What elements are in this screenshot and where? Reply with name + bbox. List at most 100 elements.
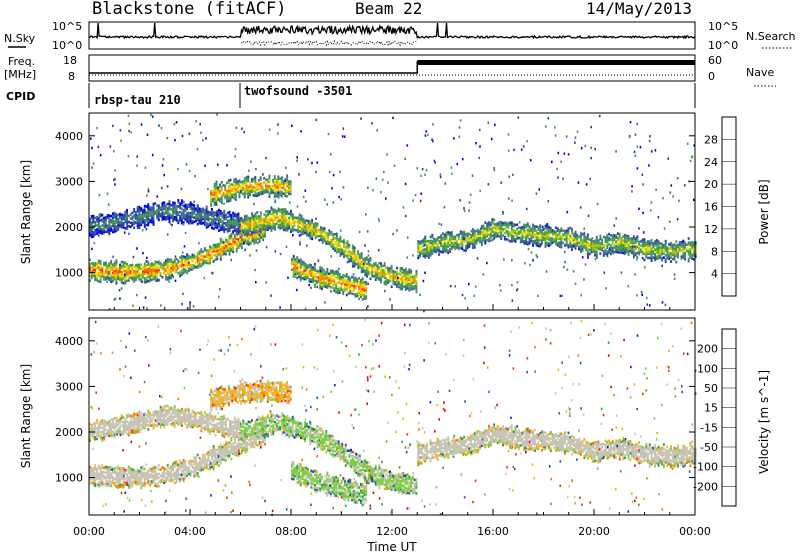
power-cell — [290, 224, 292, 227]
power-cell — [424, 241, 427, 245]
power-cell — [618, 232, 621, 236]
power-cell — [427, 250, 430, 253]
power-cell — [205, 213, 208, 217]
power-cell — [664, 258, 667, 261]
power-cell — [258, 227, 261, 230]
power-cell — [529, 263, 531, 267]
power-cell — [214, 213, 217, 217]
power-cell — [115, 261, 118, 264]
power-cell — [364, 265, 367, 268]
power-cell — [281, 212, 284, 215]
power-cell — [207, 210, 210, 214]
power-cell — [211, 224, 213, 228]
power-cell — [245, 231, 248, 234]
velocity-cell — [172, 479, 174, 482]
power-cell — [507, 133, 510, 136]
power-cell — [611, 238, 614, 241]
power-cell — [380, 274, 382, 278]
power-cell — [632, 249, 635, 253]
power-cell — [163, 203, 166, 206]
power-cell — [419, 199, 422, 203]
power-cell — [574, 141, 576, 144]
velocity-cell — [122, 483, 125, 487]
power-cell — [641, 240, 644, 244]
power-cell — [321, 275, 323, 278]
power-cell — [512, 235, 515, 238]
power-cell — [307, 230, 310, 233]
power-cell — [694, 243, 697, 246]
power-cell — [337, 248, 340, 251]
power-cell — [322, 281, 325, 284]
power-cell — [571, 236, 573, 239]
power-cell — [671, 249, 674, 253]
power-cell — [268, 224, 271, 228]
velocity-cell — [175, 468, 178, 472]
velocity-cell — [108, 469, 111, 473]
power-cell — [479, 230, 481, 233]
power-cell — [450, 231, 453, 234]
power-cell — [321, 281, 323, 284]
power-cell — [233, 184, 236, 188]
power-cell — [209, 213, 212, 216]
power-cell — [143, 262, 146, 266]
power-cell — [576, 243, 579, 247]
power-cell — [523, 231, 526, 235]
power-cell — [358, 285, 361, 288]
power-cell — [560, 229, 563, 233]
power-cell — [642, 211, 644, 214]
power-cell — [243, 191, 246, 195]
power-cell — [196, 264, 199, 267]
velocity-cell — [136, 473, 139, 476]
power-cell — [229, 182, 232, 186]
power-cell — [463, 230, 466, 234]
velocity-cell — [166, 463, 169, 467]
power-cell — [263, 227, 266, 231]
power-cell — [434, 250, 437, 254]
power-cell — [218, 248, 220, 252]
power-cell — [590, 238, 593, 241]
velocity-cell — [99, 476, 102, 479]
power-cell — [519, 226, 522, 230]
power-cell — [533, 239, 536, 243]
power-cell — [138, 267, 141, 271]
power-cell — [265, 218, 268, 221]
velocity-cell — [179, 480, 181, 483]
power-cell — [410, 287, 413, 291]
velocity-cell — [89, 472, 91, 475]
velocity-cell — [129, 481, 132, 485]
power-cell — [291, 268, 293, 272]
power-cell — [687, 237, 690, 240]
power-cell — [251, 212, 253, 215]
power-cell — [342, 288, 345, 292]
power-cell — [328, 278, 330, 282]
power-cell — [340, 288, 343, 291]
power-cell — [502, 223, 504, 227]
power-cell — [449, 235, 451, 239]
power-cell — [98, 193, 101, 197]
power-cell — [444, 182, 447, 185]
power-cell — [227, 187, 230, 190]
power-cell — [113, 277, 116, 281]
power-cell — [322, 283, 325, 286]
power-cell — [220, 181, 223, 184]
power-cell — [404, 273, 407, 277]
power-cell — [329, 277, 332, 281]
power-cell — [644, 266, 646, 269]
power-cell — [473, 233, 476, 237]
power-cell — [406, 280, 409, 284]
power-cell — [677, 249, 679, 253]
power-cell — [255, 236, 257, 240]
power-cell — [374, 276, 377, 279]
power-cell — [301, 272, 304, 276]
power-cell — [331, 187, 333, 190]
power-cell — [390, 277, 393, 280]
power-cell — [291, 225, 294, 229]
power-cell — [133, 210, 136, 213]
power-cell — [226, 193, 228, 197]
power-cell — [363, 295, 366, 298]
power-cell — [332, 239, 335, 242]
power-cell — [101, 271, 104, 274]
power-cell — [163, 265, 166, 269]
power-cell — [268, 176, 271, 180]
power-cell — [634, 133, 637, 136]
